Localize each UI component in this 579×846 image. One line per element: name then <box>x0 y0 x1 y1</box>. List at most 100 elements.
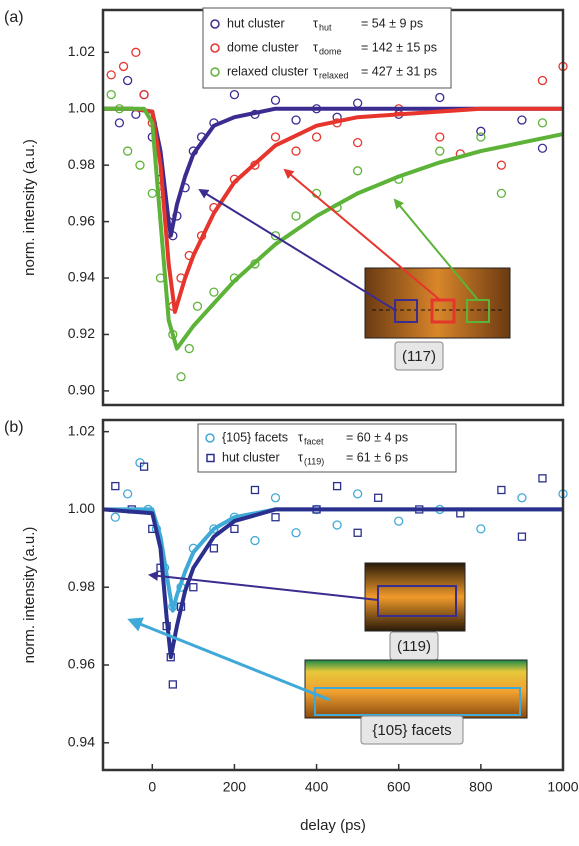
point <box>118 61 129 72</box>
fit-line <box>103 106 563 238</box>
point <box>122 489 133 499</box>
y-tick-label: 0.96 <box>68 212 95 228</box>
legend-tau-sub: relaxed <box>319 70 349 80</box>
fit-line <box>103 106 563 314</box>
point <box>517 532 527 541</box>
inset-box <box>314 687 521 716</box>
inset-image <box>364 562 466 632</box>
point <box>476 524 486 534</box>
point <box>230 524 239 534</box>
legend-tau: τ <box>298 450 303 464</box>
arrow <box>198 188 396 311</box>
point <box>332 481 342 491</box>
y-tick-label: 1.00 <box>68 99 95 115</box>
point <box>131 47 141 57</box>
legend-marker <box>205 433 215 443</box>
x-tick-label: 400 <box>305 779 329 795</box>
point <box>192 301 203 311</box>
point <box>352 489 363 499</box>
point <box>139 462 149 471</box>
legend-marker <box>210 19 220 29</box>
point <box>291 211 301 221</box>
legend-tau-value: = 142 ± 15 ps <box>361 40 437 54</box>
legend-marker <box>206 453 215 463</box>
legend-tau-value: = 427 ± 31 ps <box>361 64 437 78</box>
legend-label: hut cluster <box>222 450 280 464</box>
point <box>106 70 116 80</box>
legend-box <box>202 7 452 89</box>
plot-frame <box>101 418 565 772</box>
point <box>271 513 280 522</box>
legend-tau-sub: dome <box>319 46 342 56</box>
point <box>476 126 486 136</box>
legend-tau-sub: facet <box>304 436 324 446</box>
legend-tau-value: = 54 ± 9 ps <box>361 16 423 30</box>
point <box>189 583 198 592</box>
point <box>122 75 133 86</box>
legend-tau: τ <box>313 16 318 30</box>
legend-tau: τ <box>313 40 318 54</box>
point <box>537 143 548 153</box>
point <box>517 493 527 503</box>
inset-label-box <box>394 341 444 371</box>
inset-box <box>430 298 456 324</box>
legend-label: hut cluster <box>227 16 285 30</box>
panel-label: (b) <box>4 419 24 436</box>
y-tick-label: 0.96 <box>68 656 95 672</box>
point <box>250 485 260 495</box>
legend-tau-value: = 61 ± 6 ps <box>346 450 408 464</box>
y-axis-label: norm. intensity (a.u.) <box>21 139 38 276</box>
point <box>135 160 145 170</box>
point <box>311 132 322 142</box>
point <box>110 512 120 522</box>
point <box>229 89 240 100</box>
y-tick-label: 0.92 <box>68 325 95 341</box>
y-axis-label: norm. intensity (a.u.) <box>21 527 38 664</box>
point <box>497 485 506 495</box>
point <box>270 493 281 503</box>
fit-line <box>102 507 563 660</box>
point <box>332 520 342 530</box>
x-axis-label: delay (ps) <box>300 817 366 834</box>
arrow <box>283 168 441 301</box>
point <box>435 146 445 156</box>
inset-label: {105} facets <box>372 722 451 739</box>
point <box>250 535 260 546</box>
panel-label: (a) <box>4 9 24 26</box>
point <box>517 115 527 125</box>
point <box>106 89 116 100</box>
point <box>476 132 486 142</box>
x-tick-label: 0 <box>148 779 156 795</box>
point <box>209 287 219 297</box>
point <box>111 481 120 491</box>
inset-image <box>364 267 511 339</box>
point <box>374 493 383 502</box>
y-tick-label: 1.02 <box>68 422 95 438</box>
point <box>352 98 363 108</box>
legend-label: dome cluster <box>227 40 299 54</box>
legend-tau-value: = 60 ± 4 ps <box>346 430 408 444</box>
y-tick-label: 0.90 <box>68 382 95 398</box>
point <box>496 188 507 199</box>
arrow <box>148 570 379 601</box>
point <box>291 528 301 538</box>
point <box>176 372 186 382</box>
point <box>537 75 548 86</box>
legend-marker <box>210 67 220 77</box>
legend-tau-sub: (119) <box>304 456 324 466</box>
legend-label: relaxed cluster <box>227 64 308 78</box>
legend-box <box>197 423 457 473</box>
point <box>147 188 157 199</box>
point <box>209 544 219 553</box>
y-tick-label: 0.94 <box>68 269 95 285</box>
fit-line <box>103 106 564 351</box>
x-tick-label: 1000 <box>547 779 578 795</box>
legend-tau: τ <box>313 64 318 78</box>
point <box>168 680 177 689</box>
point <box>496 160 507 170</box>
inset-label-box <box>360 715 464 745</box>
legend-tau: τ <box>298 430 303 444</box>
point <box>352 166 363 176</box>
y-tick-label: 1.00 <box>68 500 95 516</box>
insets: (117) (119) {105} facets <box>127 168 528 745</box>
